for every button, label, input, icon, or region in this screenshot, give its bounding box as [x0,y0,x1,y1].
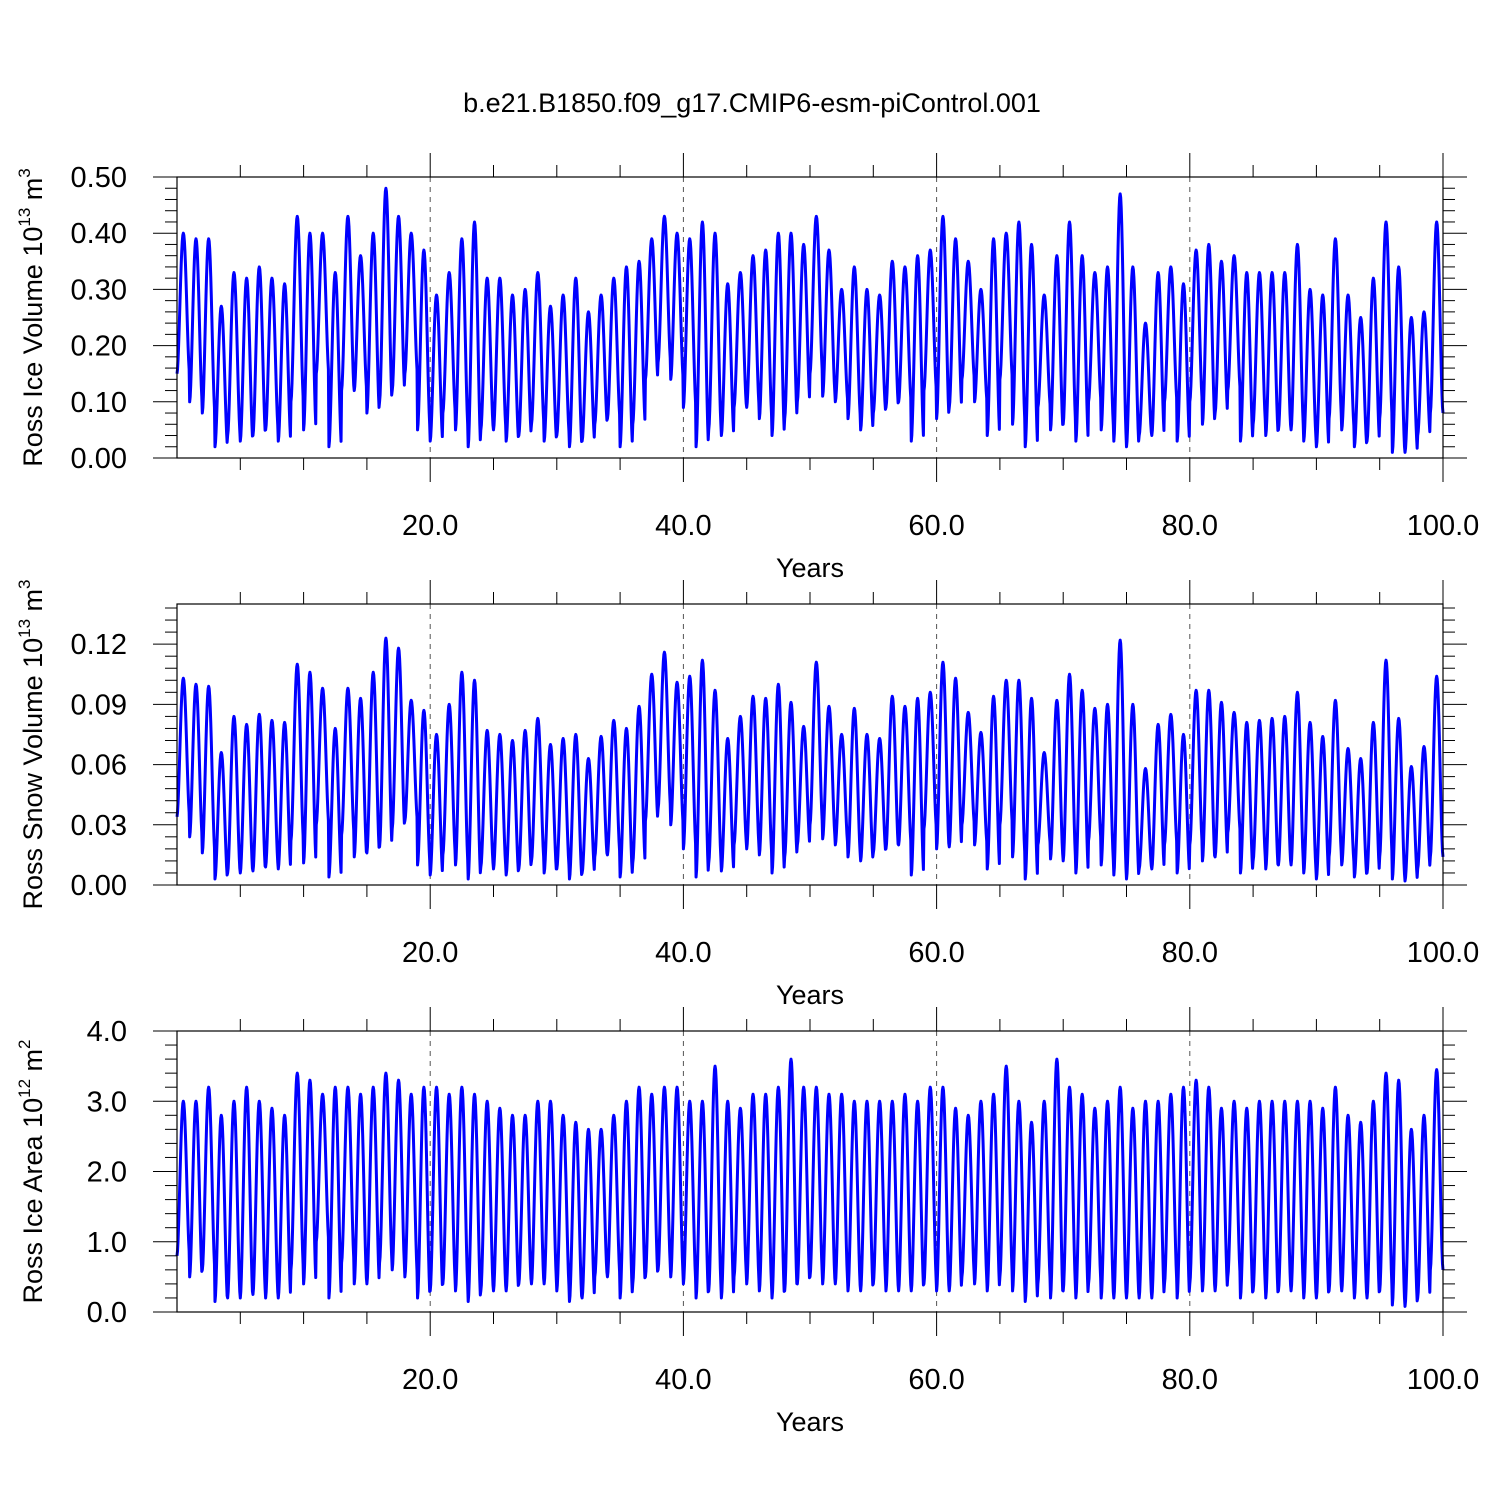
ice-volume-y-tick-label: 0.40 [71,218,127,250]
ice-volume-y-tick-label: 0.20 [71,331,127,363]
ice-volume-plot-frame [176,176,1444,459]
ice-area-y-axis-label-exponent: 12 [15,1079,34,1098]
ice-volume-y-tick-label: 0.00 [71,443,127,475]
ice-volume-x-tick-label: 20.0 [402,510,458,542]
ice-area-y-tick-label: 4.0 [87,1016,127,1048]
snow-volume-x-tick-label: 100.0 [1407,937,1480,969]
ice-volume-y-axis-label: Ross Ice Volume 1013 m3 [15,168,48,467]
snow-volume-y-tick-label: 0.06 [71,750,127,782]
ice-volume-x-tick-labels: 20.0 40.0 60.0 80.0 100.0 [402,510,1479,542]
snow-volume-y-axis-label-unit: m [18,589,48,619]
ice-volume-y-tick-labels: 0.00 0.10 0.20 0.30 0.40 0.50 [71,162,127,475]
ice-volume-y-tick-label: 0.50 [71,162,127,194]
snow-volume-y-tick-label: 0.12 [71,629,127,661]
ice-area-series-line [175,1057,1445,1308]
ice-area-series [175,1057,1445,1308]
ice-volume-x-tick-label: 40.0 [655,510,711,542]
ice-volume-ticks [153,153,1467,482]
ice-volume-x-tick-label: 100.0 [1407,510,1480,542]
snow-volume-y-tick-label: 0.00 [71,870,127,902]
ice-area-x-tick-label: 100.0 [1407,1364,1480,1396]
ice-volume-y-axis-label-exponent: 13 [15,208,34,227]
ice-area-x-tick-labels: 20.0 40.0 60.0 80.0 100.0 [402,1364,1479,1396]
ice-volume-y-axis-label-unit-exponent: 3 [15,168,34,177]
snow-volume-y-tick-label: 0.09 [71,689,127,721]
snow-volume-y-tick-labels: 0.00 0.03 0.06 0.09 0.12 [71,629,127,902]
ice-volume-y-tick-label: 0.30 [71,274,127,306]
snow-volume-y-axis-label-exponent: 13 [15,619,34,638]
snow-volume-x-axis-label: Years [776,980,844,1010]
ice-volume-series-line [175,186,1445,454]
ice-volume-y-tick-label: 0.10 [71,387,127,419]
ice-area-y-axis-label-unit-exponent: 2 [15,1039,34,1048]
snow-volume-y-axis-label-unit-exponent: 3 [15,579,34,588]
ice-volume-x-tick-label: 80.0 [1162,510,1218,542]
ice-volume-series [175,186,1445,454]
ice-volume-x-axis-label: Years [776,553,844,583]
figure-title: b.e21.B1850.f09_g17.CMIP6-esm-piControl.… [463,88,1041,118]
ice-area-x-axis-label: Years [776,1407,844,1437]
snow-volume-x-tick-label: 80.0 [1162,937,1218,969]
ice-area-y-axis-label-base: Ross Ice Area 10 [18,1098,48,1304]
snow-volume-plot-frame [176,603,1444,886]
ice-area-y-tick-label: 1.0 [87,1227,127,1259]
ice-area-y-tick-labels: 0.0 1.0 2.0 3.0 4.0 [87,1016,127,1329]
ice-area-x-tick-label: 40.0 [655,1364,711,1396]
snow-volume-x-tick-label: 20.0 [402,937,458,969]
snow-volume-y-axis-label-base: Ross Snow Volume 10 [18,638,48,910]
ice-area-x-tick-label: 60.0 [908,1364,964,1396]
snow-volume-series [175,636,1445,883]
ice-volume-y-axis-label-unit: m [18,178,48,208]
ice-area-y-axis-label-unit: m [18,1049,48,1079]
ice-area-panel: 0.0 1.0 2.0 3.0 4.0 20.0 40.0 60.0 80.0 100.0 Ye… [15,1007,1479,1437]
snow-volume-x-tick-labels: 20.0 40.0 60.0 80.0 100.0 [402,937,1479,969]
snow-volume-x-tick-label: 40.0 [655,937,711,969]
snow-volume-y-axis-label: Ross Snow Volume 1013 m3 [15,579,48,909]
snow-volume-ticks [153,580,1467,909]
ice-volume-y-axis-label-base: Ross Ice Volume 10 [18,227,48,467]
ice-area-plot-frame [176,1030,1444,1313]
ice-area-y-tick-label: 0.0 [87,1297,127,1329]
snow-volume-series-line [175,636,1445,883]
ice-area-x-tick-label: 80.0 [1162,1364,1218,1396]
ice-volume-panel: 0.00 0.10 0.20 0.30 0.40 0.50 20.0 40.0 60.0 80.… [15,153,1479,583]
ice-area-ticks [153,1007,1467,1336]
snow-volume-panel: 0.00 0.03 0.06 0.09 0.12 20.0 40.0 60.0 80.0 100… [15,579,1479,1010]
ice-area-x-tick-label: 20.0 [402,1364,458,1396]
snow-volume-y-tick-label: 0.03 [71,810,127,842]
ice-area-y-tick-label: 3.0 [87,1086,127,1118]
ice-area-y-axis-label: Ross Ice Area 1012 m2 [15,1039,48,1303]
ice-area-y-tick-label: 2.0 [87,1157,127,1189]
snow-volume-x-tick-label: 60.0 [908,937,964,969]
ice-volume-x-tick-label: 60.0 [908,510,964,542]
